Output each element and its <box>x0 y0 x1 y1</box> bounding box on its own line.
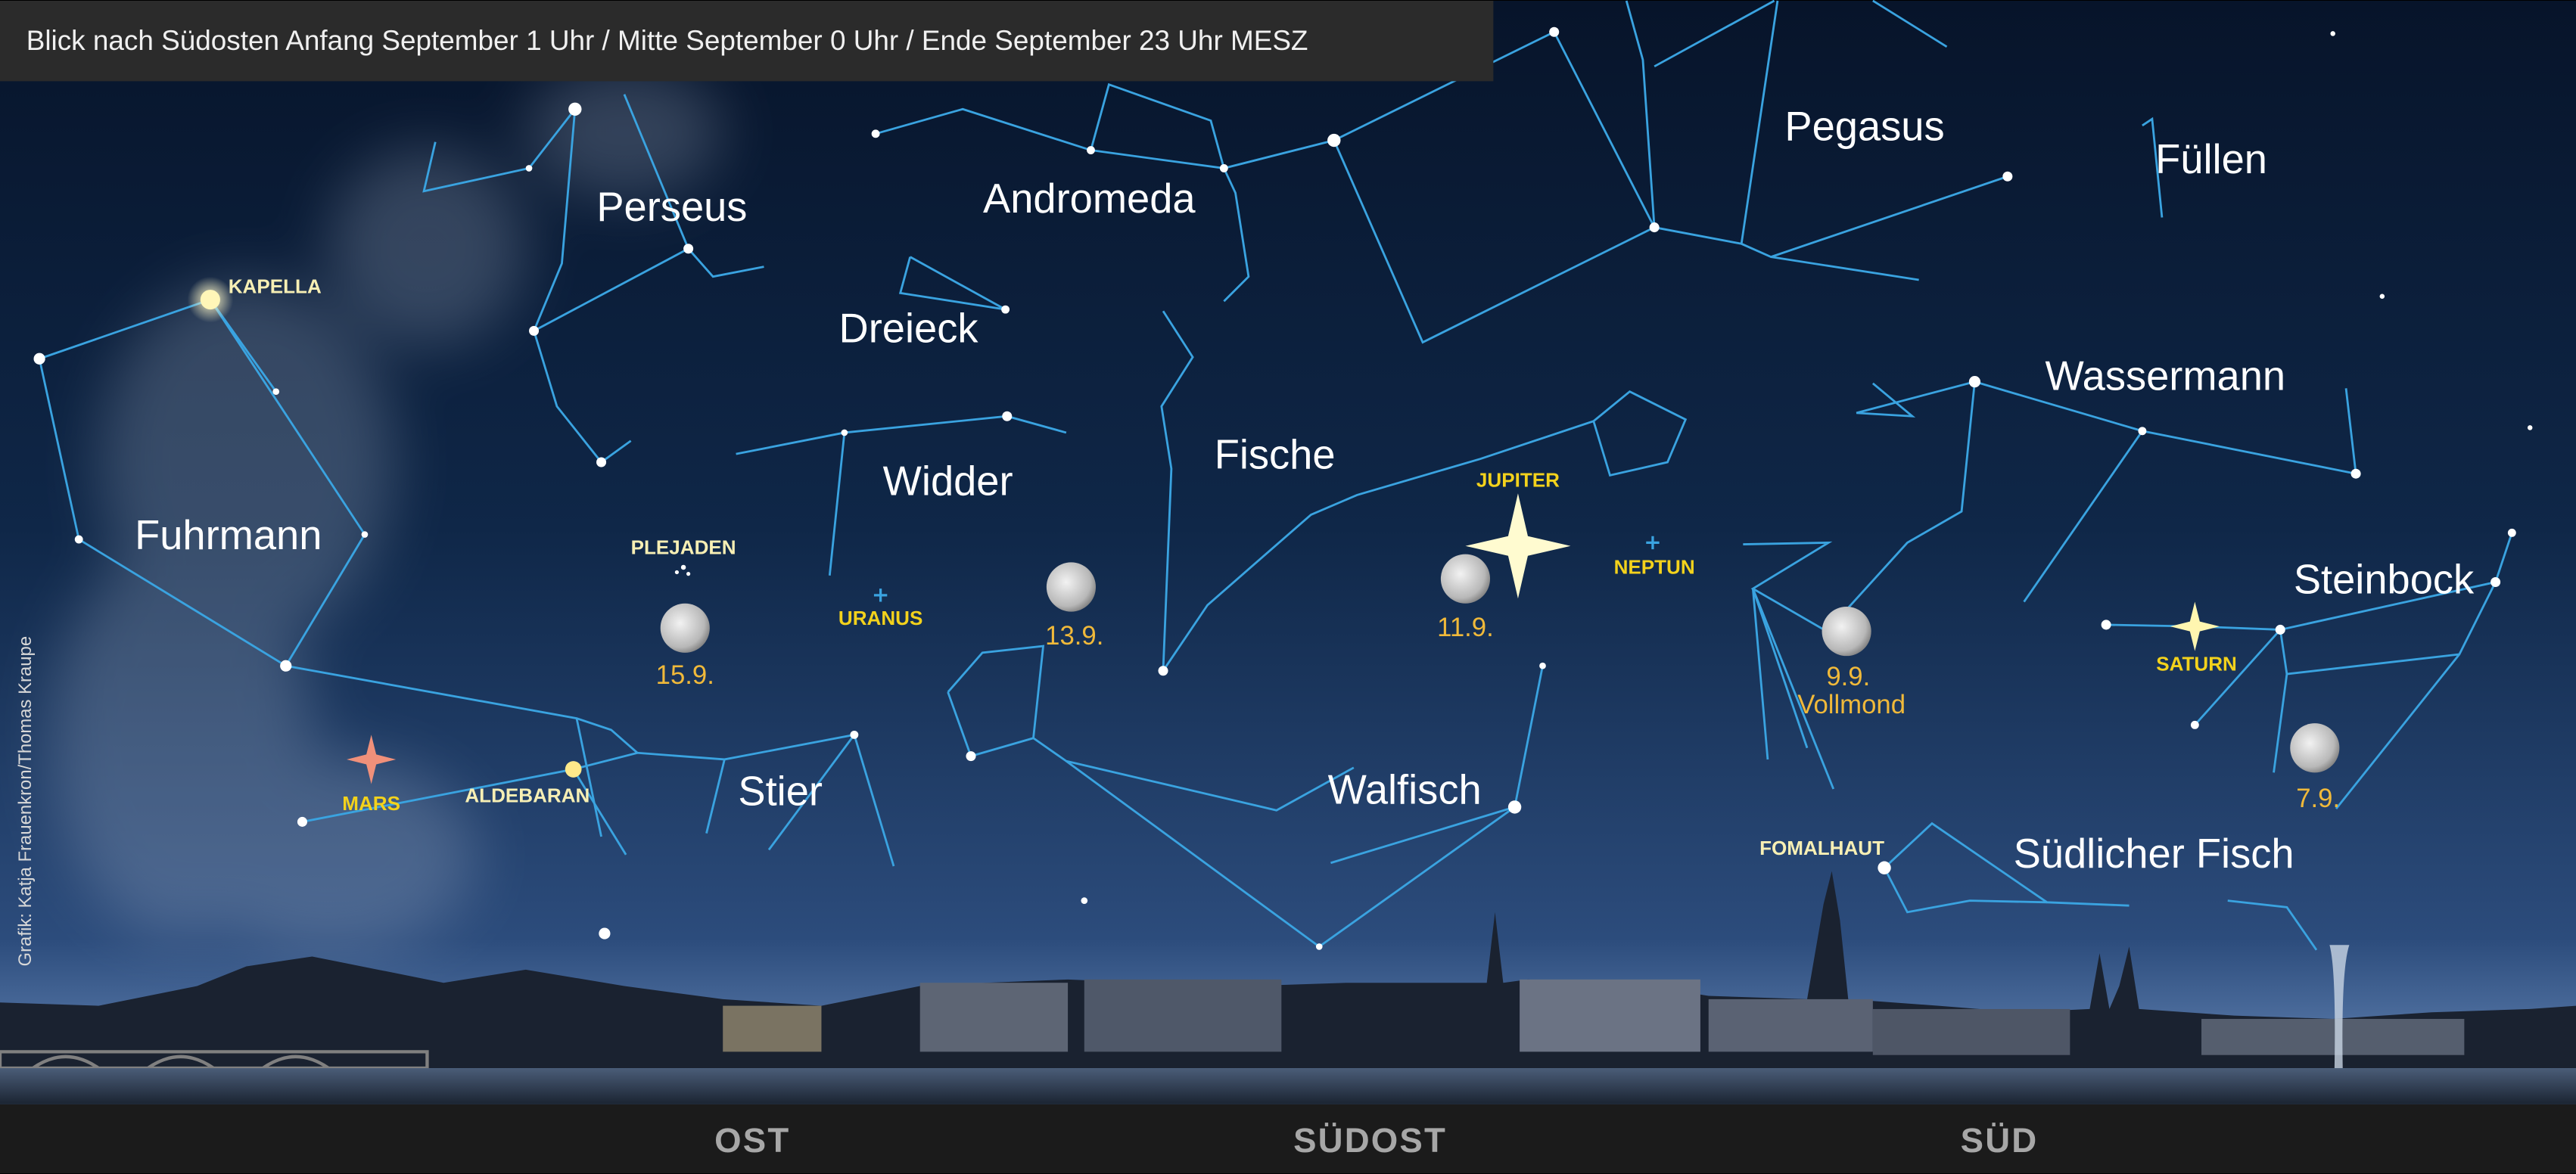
constellation-label: Südlicher Fisch <box>2014 831 2294 877</box>
constellation-label: Walfisch <box>1328 767 1482 813</box>
planet-label: JUPITER <box>1476 469 1560 492</box>
constellation-label: Füllen <box>2155 136 2267 182</box>
constellation-label: Dreieck <box>839 306 979 352</box>
star-label: KAPELLA <box>229 275 322 297</box>
moon-label: Vollmond <box>1797 691 1906 719</box>
direction-label: SÜDOST <box>1293 1121 1447 1160</box>
moon-label: 7.9. <box>2296 784 2340 813</box>
direction-label: OST <box>714 1121 790 1160</box>
credit: Grafik: Katja Frauenkron/Thomas Kraupe <box>15 636 36 967</box>
planet-label: SATURN <box>2156 653 2237 676</box>
constellation-label: Fuhrmann <box>135 512 322 558</box>
planet-label: NEPTUN <box>1614 556 1695 579</box>
constellation-label: Widder <box>883 458 1013 504</box>
direction-label: SÜD <box>1961 1121 2039 1160</box>
moon-label: 15.9. <box>656 661 714 690</box>
star-label: ALDEBARAN <box>465 784 590 806</box>
constellation-label: Pegasus <box>1784 104 1944 150</box>
sky-chart: Blick nach Südosten Anfang September 1 U… <box>0 0 2576 1174</box>
header-title: Blick nach Südosten Anfang September 1 U… <box>26 25 1308 56</box>
constellation-label: Andromeda <box>983 175 1196 222</box>
moon-label: 11.9. <box>1437 613 1494 642</box>
constellation-label: Stier <box>738 769 823 815</box>
constellation-label: Wassermann <box>2045 353 2285 399</box>
kapella-star <box>201 290 220 309</box>
page: {"header": {"title": "Blick nach Südoste… <box>0 0 2576 1174</box>
star-label: FOMALHAUT <box>1759 837 1884 859</box>
aldebaran-star <box>565 761 582 778</box>
constellation-label: Fische <box>1215 432 1336 478</box>
constellation-label: Steinbock <box>2294 557 2475 603</box>
planet-label: MARS <box>342 792 400 815</box>
star-label: PLEJADEN <box>631 536 736 559</box>
moon-label: 13.9. <box>1045 622 1103 651</box>
constellation-label: Perseus <box>596 184 747 230</box>
moon-label: 9.9. <box>1826 663 1870 691</box>
planet-label: URANUS <box>838 607 922 629</box>
bottom-band <box>0 1104 2576 1173</box>
